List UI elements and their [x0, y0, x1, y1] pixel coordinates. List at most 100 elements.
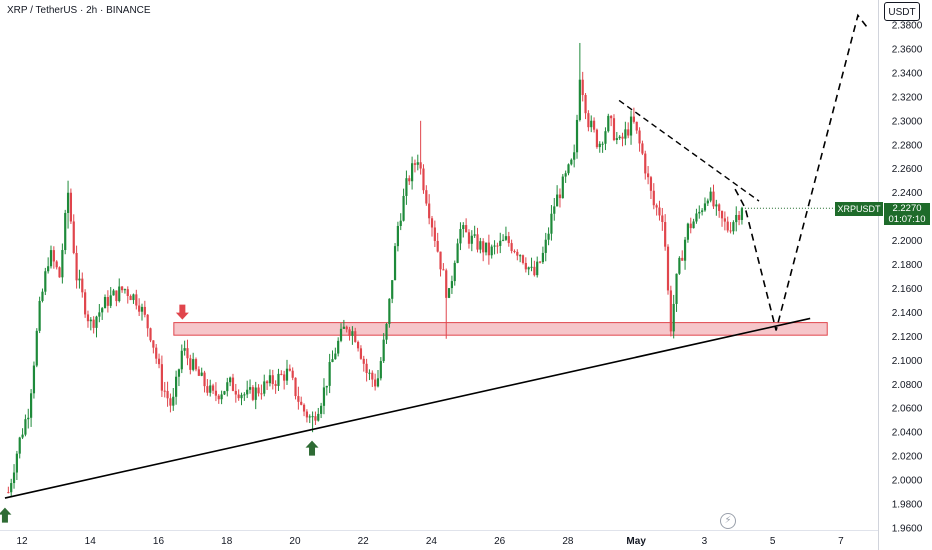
- time-tick-label: 20: [289, 536, 301, 547]
- candle-body: [41, 291, 44, 301]
- candle-body: [385, 323, 388, 340]
- candle-body: [604, 131, 607, 144]
- price-tick-label: 2.2600: [892, 164, 923, 175]
- candle-body: [129, 295, 132, 301]
- candle-body: [288, 368, 291, 371]
- lightning-icon: ⚡︎: [720, 513, 736, 529]
- candle-body: [49, 250, 53, 267]
- candle-body: [433, 227, 436, 241]
- candle-body: [598, 143, 601, 148]
- candle-body: [189, 358, 192, 370]
- candle-body: [283, 374, 286, 381]
- candle-body: [519, 255, 522, 257]
- candle-body: [226, 382, 229, 392]
- candle-body: [101, 308, 104, 313]
- candle-body: [499, 240, 502, 246]
- descending-trendline[interactable]: [618, 99, 760, 202]
- candle-body: [243, 394, 246, 396]
- candle-body: [89, 319, 92, 322]
- candle-body: [658, 207, 661, 216]
- chart-title: XRP / TetherUS · 2h · BINANCE: [7, 5, 151, 16]
- candle-body: [15, 453, 18, 473]
- candle-body: [320, 405, 323, 414]
- candle-body: [612, 118, 616, 141]
- candle-body: [669, 290, 672, 332]
- candle-body: [183, 348, 186, 351]
- candle-body: [732, 222, 735, 232]
- candle-body: [652, 190, 655, 206]
- price-tick-label: 2.1200: [892, 332, 923, 343]
- candle-body: [706, 200, 709, 204]
- candle-body: [354, 331, 357, 342]
- candle-body: [601, 143, 604, 145]
- price-tick-label: 2.2400: [892, 188, 923, 199]
- candle-body: [123, 289, 127, 291]
- candle-body: [200, 372, 203, 376]
- candle-body: [411, 163, 414, 182]
- candle-body: [371, 372, 374, 380]
- candle-body: [337, 340, 340, 354]
- candle-body: [524, 262, 527, 270]
- candle-body: [169, 398, 172, 406]
- candle-body: [521, 255, 525, 263]
- candle-body: [211, 385, 215, 391]
- currency-button[interactable]: USDT: [884, 2, 920, 21]
- candle-body: [504, 236, 508, 240]
- candle-body: [86, 314, 90, 322]
- candle-body: [38, 300, 41, 331]
- candle-body: [399, 220, 402, 226]
- candle-body: [280, 373, 283, 375]
- candle-body: [675, 273, 678, 304]
- candle-body: [618, 136, 621, 139]
- time-tick-label: 24: [426, 536, 438, 547]
- candle-body: [516, 251, 519, 256]
- candle-body: [152, 340, 155, 348]
- candle-body: [388, 298, 391, 324]
- candle-body: [484, 242, 488, 253]
- symbol-price-tag: XRPUSDT: [835, 202, 883, 216]
- candle-body: [570, 159, 573, 165]
- resistance-zone[interactable]: [173, 322, 828, 336]
- candle-body: [689, 223, 692, 229]
- candle-body: [459, 229, 462, 244]
- candle-body: [553, 206, 556, 214]
- candle-body: [217, 395, 220, 400]
- candle-body: [681, 257, 684, 261]
- candle-body: [203, 372, 206, 387]
- candle-body: [325, 385, 328, 388]
- candle-body: [462, 225, 465, 230]
- candle-body: [268, 375, 272, 384]
- candle-body: [265, 381, 269, 384]
- candle-body: [590, 120, 593, 128]
- candle-body: [24, 419, 27, 435]
- price-axis[interactable]: 2.3800 2.3600 2.3400 2.3200 2.3000 2.2800 2.26…: [892, 21, 923, 535]
- candle-body: [209, 385, 212, 393]
- candle-body: [328, 362, 331, 386]
- candle-body: [359, 348, 363, 359]
- candle-body: [186, 348, 189, 359]
- candle-body: [456, 243, 459, 263]
- candle-body: [44, 271, 47, 292]
- time-tick-label: 22: [358, 536, 370, 547]
- candle-body: [641, 143, 644, 154]
- candle-body: [703, 203, 707, 211]
- projected-path[interactable]: [734, 13, 869, 331]
- candle-body: [52, 250, 55, 262]
- ascending-trendline[interactable]: [4, 317, 811, 499]
- candle-body: [735, 214, 738, 223]
- candle-body: [177, 369, 181, 377]
- time-axis[interactable]: 12 14 16 18 20 22 24 26 28 May 3 5 7: [16, 536, 844, 547]
- candle-body: [311, 416, 314, 418]
- price-tick-label: 2.3000: [892, 116, 923, 127]
- candle-body: [720, 210, 724, 219]
- candle-body: [442, 269, 445, 271]
- candle-body: [138, 305, 141, 312]
- candle-body: [408, 178, 411, 182]
- last-price-value: 2.2270: [892, 203, 922, 214]
- time-tick-label: May: [626, 536, 646, 547]
- candle-body: [362, 358, 365, 364]
- candle-body: [587, 113, 590, 128]
